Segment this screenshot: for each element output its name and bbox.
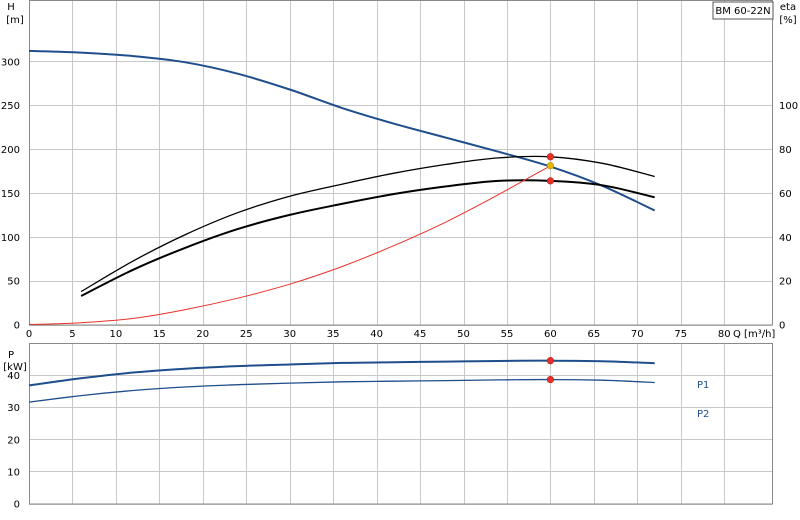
- efficiency-axis-symbol: eta: [780, 2, 796, 13]
- x-tick-label: 25: [240, 329, 253, 340]
- power-tick-label: 40: [7, 371, 20, 382]
- x-tick-label: 10: [110, 329, 123, 340]
- chart-labels: 0 5 10 15 20 25 30 35 40 45 50 55 60 65 70 75 8005010015…: [1, 57, 798, 510]
- x-tick-label: 70: [631, 329, 644, 340]
- head-tick-label: 0: [14, 321, 20, 332]
- x-tick-label: 20: [196, 329, 209, 340]
- x-tick-label: 45: [414, 329, 427, 340]
- efficiency-tick-label: 80: [779, 145, 792, 156]
- efficiency-tick-label: 0: [779, 321, 785, 332]
- lower-plot-frame: [29, 343, 773, 505]
- curve-eta_total: [80, 179, 655, 297]
- power-tick-label: 0: [14, 500, 20, 511]
- power-tick-label: 20: [7, 435, 20, 446]
- model-label: BM 60-22N: [715, 6, 770, 17]
- efficiency-tick-label: 40: [779, 233, 792, 244]
- efficiency-axis-unit: [%]: [779, 15, 796, 26]
- upper-plot-frame: [29, 0, 773, 326]
- efficiency-tick-label: 60: [779, 189, 792, 200]
- head-tick-label: 50: [7, 277, 20, 288]
- x-tick-label: 15: [153, 329, 166, 340]
- head-tick-label: 150: [1, 189, 20, 200]
- upper-chart-grid: [29, 0, 773, 326]
- x-tick-label: 40: [370, 329, 383, 340]
- power-duty-marker: [546, 357, 555, 365]
- model-label-box: [712, 1, 774, 20]
- curve-system: [28, 165, 551, 325]
- power-tick-label: 30: [7, 403, 20, 414]
- head-tick-label: 250: [1, 101, 20, 112]
- head-tick-label: 200: [1, 145, 20, 156]
- power-axis-symbol: P: [8, 350, 14, 361]
- duty-point-marker: [546, 153, 555, 161]
- x-tick-label: 35: [327, 329, 340, 340]
- efficiency-tick-label: 100: [779, 101, 798, 112]
- x-tick-label: 60: [544, 329, 557, 340]
- x-tick-label: 80: [718, 329, 731, 340]
- flow-axis-unit: Q [m³/h]: [733, 329, 775, 340]
- curve-eta_pump: [80, 155, 655, 293]
- x-tick-label: 55: [501, 329, 514, 340]
- curve-H: [28, 49, 656, 212]
- lower-chart-grid: [29, 343, 773, 505]
- x-tick-label: 75: [674, 329, 687, 340]
- head-tick-label: 100: [1, 233, 20, 244]
- head-tick-label: 300: [1, 57, 20, 68]
- head-axis-unit: [m]: [6, 15, 24, 26]
- head-axis-symbol: H: [7, 2, 15, 13]
- power-tick-label: 10: [7, 467, 20, 478]
- duty-point-marker: [546, 162, 555, 170]
- x-tick-label: 5: [69, 329, 75, 340]
- x-tick-label: 50: [457, 329, 470, 340]
- x-tick-label: 0: [26, 329, 32, 340]
- lower-chart-series: [28, 357, 655, 403]
- duty-point-marker: [546, 177, 555, 185]
- power-axis-unit: [kW]: [3, 362, 27, 373]
- x-tick-label: 65: [587, 329, 600, 340]
- efficiency-tick-label: 20: [779, 277, 792, 288]
- power-curve-p2: [28, 378, 655, 403]
- p1-series-label: P1: [697, 380, 709, 391]
- p2-series-label: P2: [697, 409, 709, 420]
- power-duty-marker: [546, 375, 555, 384]
- upper-chart-series: [28, 49, 656, 325]
- x-tick-label: 30: [283, 329, 296, 340]
